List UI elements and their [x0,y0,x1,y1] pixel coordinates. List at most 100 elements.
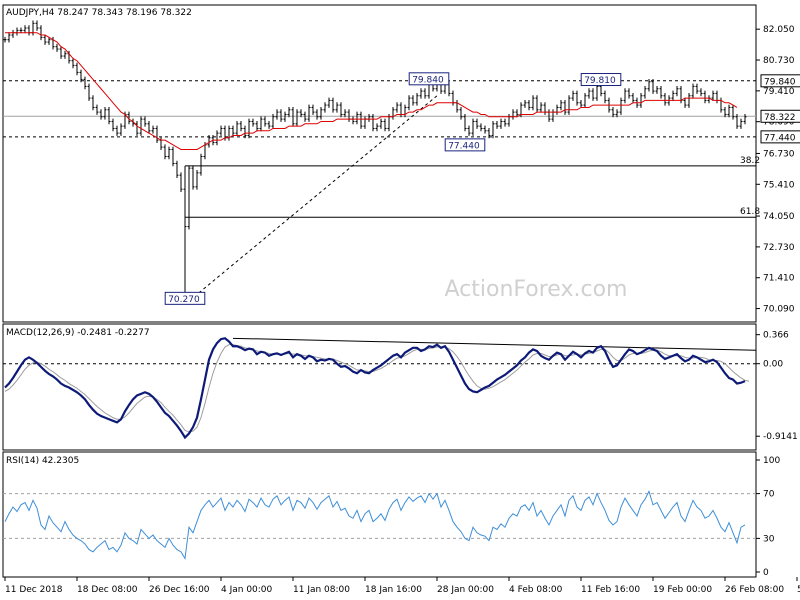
price-bar [691,83,695,99]
price-bar [275,109,279,120]
price-bar [103,106,107,120]
price-bar [531,95,535,111]
price-bar [311,104,315,115]
price-bar [671,90,675,101]
price-bar [639,92,643,108]
macd-panel-frame [2,323,757,451]
level-label-box [760,74,800,88]
price-bar [471,118,475,136]
x-tick-label: 4 Jan 00:00 [221,585,273,595]
price-bar [467,125,471,136]
price-bar [139,116,143,136]
price-bar [683,97,687,108]
price-axis-labels: 82.05080.73079.41078.09076.73075.41074.0… [756,25,800,315]
price-bar [251,118,255,127]
price-bar [499,118,503,129]
x-tick-label: 26 Feb 08:00 [725,585,784,595]
price-bar [723,106,727,118]
price-y-tick-label: 80.730 [763,56,795,66]
fib-label: 61.8 [740,207,760,217]
price-series: 79.840 79.810 77.440 70.270 [3,20,747,305]
price-bar [95,104,99,115]
price-bar [183,186,187,230]
x-tick-label: 18 Jan 16:00 [365,585,422,595]
price-bar [155,125,159,143]
x-tick-label: 11 Dec 2018 [5,585,63,595]
price-bar [539,102,543,113]
price-bar [523,99,527,108]
macd-main-line [4,337,746,440]
price-y-tick-label: 75.410 [763,180,795,190]
rsi-line [4,490,746,561]
price-bar [663,92,667,106]
x-tick-label: 18 Dec 08:00 [77,585,138,595]
price-y-tick-label: 74.050 [763,212,795,222]
price-y-tick-label: 70.090 [763,305,795,315]
price-bar [187,165,191,230]
rsi-panel-title: RSI(14) 42.2305 [6,456,79,466]
price-bar [571,90,575,101]
price-bar [711,90,715,101]
current-price-label: 78.322 [760,109,800,123]
price-bar [343,109,347,118]
price-bar [587,88,591,99]
price-bar [111,118,115,132]
price-bar [487,127,491,139]
price-bar [315,109,319,120]
price-bar [299,109,303,118]
price-bar [39,25,43,41]
price-bar [491,120,495,139]
price-bar [47,36,51,45]
current-price-label-box [760,109,800,123]
price-y-tick-label: 82.050 [763,25,795,35]
price-bar [419,88,423,99]
level-label-box [760,130,800,144]
price-bar [651,78,655,94]
x-tick-label: 4 Feb 08:00 [509,585,563,595]
price-bar [735,113,739,129]
price-bar [63,50,67,59]
price-bar [727,104,731,118]
price-bar [515,109,519,118]
x-tick-label: 11 Feb 16:00 [581,585,640,595]
price-bar [647,78,651,92]
price-bar [411,95,415,106]
price-bar [119,123,123,136]
price-bar [99,109,103,120]
price-bar [407,95,411,111]
price-bar [623,88,627,104]
price-y-tick-label: 79.410 [763,87,795,97]
price-annotation-text: 70.270 [168,295,200,305]
price-bar [279,109,283,122]
level-label-text: 77.440 [764,133,796,143]
price-bar [579,99,583,108]
price-bar [415,92,419,106]
price-bar [459,106,463,120]
price-y-tick-label: 71.410 [763,274,795,284]
price-bar [655,85,659,94]
rsi-panel-frame [2,451,757,578]
price-bar [603,90,607,104]
price-bar [423,88,427,99]
price-bar [107,106,111,125]
price-bar [659,85,663,99]
price-bar [323,102,327,113]
price-bar [71,57,75,69]
price-bar [87,83,91,101]
x-axis: 11 Dec 2018 18 Dec 08:00 26 Dec 16:00 4 Jan… [4,577,800,595]
price-bar [563,99,567,115]
price-bar [3,36,7,43]
price-bar [151,125,155,134]
price-bar [395,102,399,113]
price-bar [475,118,479,129]
price-bar [535,95,539,113]
price-bar [567,95,571,115]
price-bar [731,104,735,120]
macd-y-tick-label: -0.9141 [763,432,798,442]
price-bar [195,170,199,190]
macd-trendline [232,337,757,351]
price-bar [627,88,631,99]
macd-panel-title: MACD(12,26,9) -0.2481 -0.2277 [6,328,150,338]
